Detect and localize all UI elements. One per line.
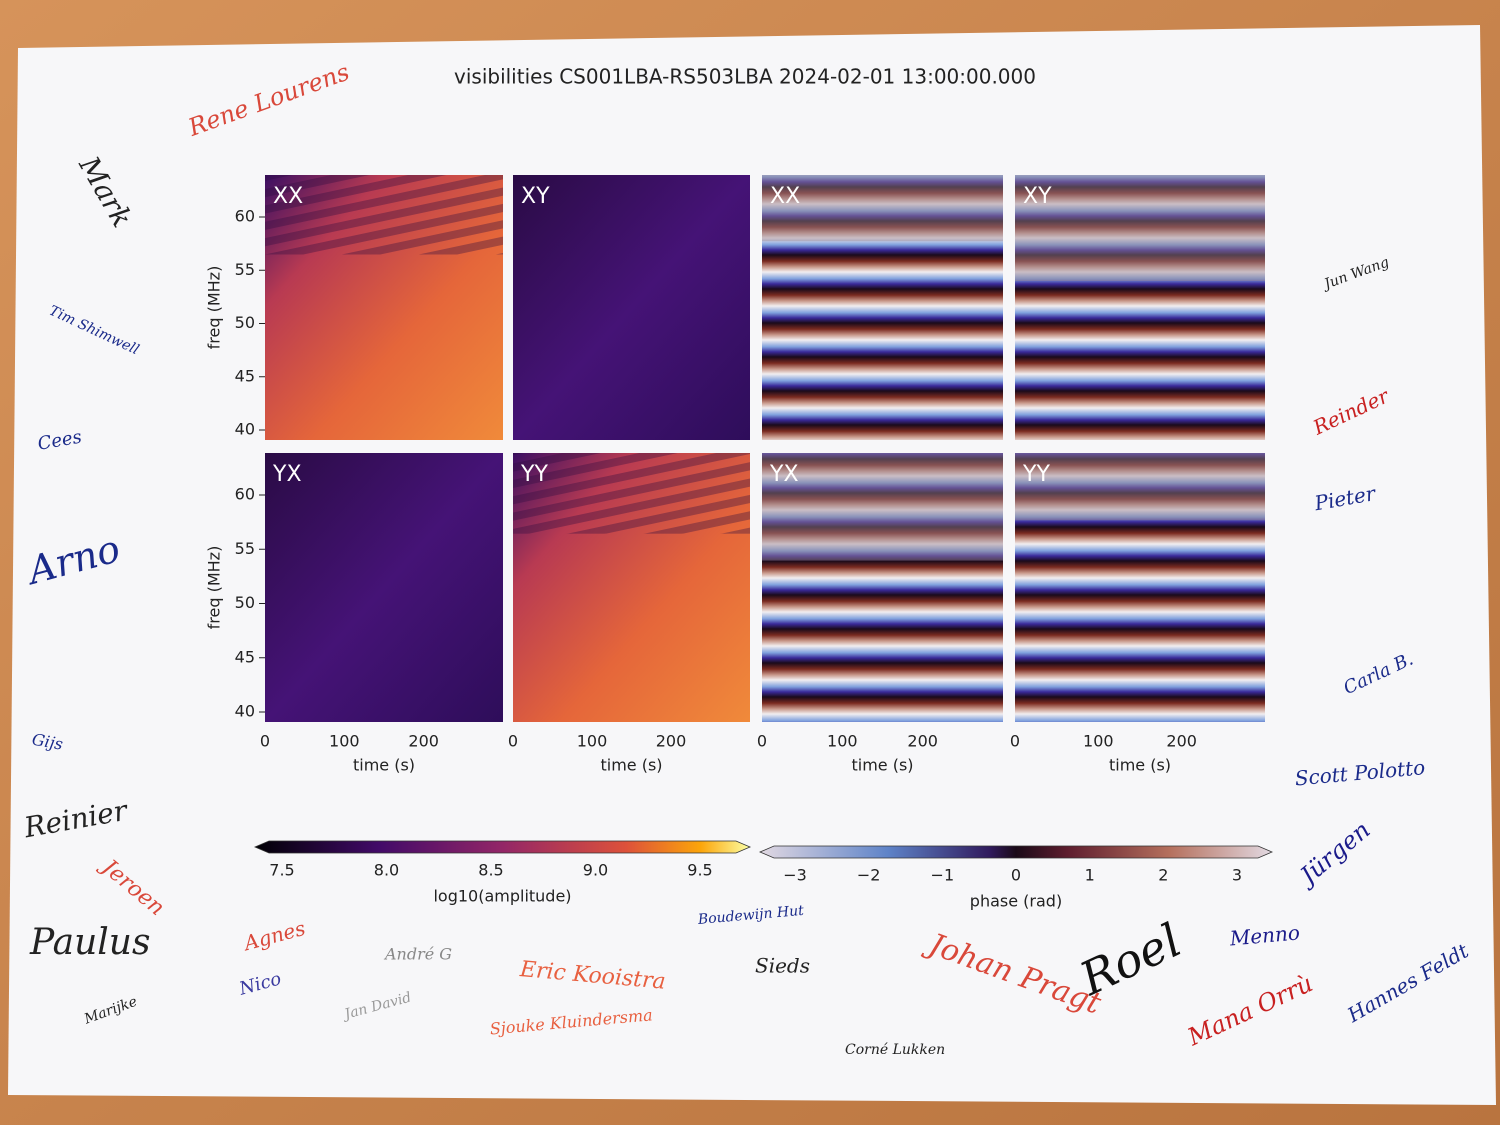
y-tick-label: 55 [235, 260, 255, 279]
panel-label: XY [1023, 184, 1052, 209]
x-tick-label: 0 [757, 732, 767, 751]
colorbar-tick-label: 9.5 [687, 861, 712, 880]
colorbar-label: log10(amplitude) [433, 887, 571, 906]
fringes [513, 453, 750, 534]
colorbar-tick-label: 7.5 [269, 861, 294, 880]
x-tick-label: 100 [329, 732, 360, 751]
x-axis-label: time (s) [353, 756, 415, 775]
colorbar-tick-label: 8.5 [478, 861, 503, 880]
panel-label: YY [520, 462, 548, 487]
panel-label: YX [272, 462, 302, 487]
x-tick-label: 200 [408, 732, 439, 751]
x-tick-label: 0 [260, 732, 270, 751]
phase-panel [1015, 453, 1265, 722]
x-tick-label: 200 [907, 732, 938, 751]
y-tick-label: 60 [235, 207, 255, 226]
title: visibilities CS001LBA-RS503LBA 2024-02-0… [454, 65, 1036, 89]
colorbar-label: phase (rad) [970, 892, 1062, 911]
x-tick-label: 0 [1010, 732, 1020, 751]
colorbar [253, 840, 752, 854]
y-tick-label: 50 [235, 313, 255, 332]
colorbar-tick-label: 9.0 [583, 861, 608, 880]
panel-label: YY [1022, 462, 1050, 487]
noise [1015, 453, 1265, 521]
y-tick-label: 40 [235, 420, 255, 439]
y-tick-label: 60 [235, 485, 255, 504]
y-tick-label: 50 [235, 593, 255, 612]
y-axis-label: freq (MHz) [205, 266, 224, 350]
x-axis-label: time (s) [1109, 756, 1171, 775]
colorbar-tick-label: 2 [1158, 866, 1168, 885]
phase-panel [762, 175, 1003, 440]
panel-label: XX [273, 184, 303, 209]
x-tick-label: 100 [827, 732, 858, 751]
noise [762, 175, 1003, 242]
y-tick-label: 55 [235, 539, 255, 558]
signature: Paulus [29, 922, 150, 963]
colorbar-tick-label: 3 [1232, 866, 1242, 885]
x-axis-label: time (s) [851, 756, 913, 775]
phase-panel [762, 453, 1003, 722]
signature: Corné Lukken [845, 1042, 945, 1058]
colorbar-tick-label: 8.0 [374, 861, 399, 880]
amplitude-panel [513, 175, 750, 440]
y-tick-label: 45 [235, 366, 255, 385]
panel-label: XX [770, 184, 800, 209]
y-tick-label: 40 [235, 702, 255, 721]
y-axis-label: freq (MHz) [205, 546, 224, 630]
x-tick-label: 100 [1083, 732, 1114, 751]
x-tick-label: 100 [577, 732, 608, 751]
signature: André G [383, 945, 452, 964]
noise [1015, 175, 1265, 281]
noise [762, 453, 1003, 561]
colorbar-tick-label: −1 [931, 866, 955, 885]
phase-panel [1015, 175, 1265, 440]
panel-label: YX [769, 462, 799, 487]
x-tick-label: 200 [656, 732, 687, 751]
x-tick-label: 0 [508, 732, 518, 751]
signature: Sieds [755, 954, 810, 978]
plots: XX 40 45 50 55 60 freq (MHz) XY XX XY YX 40 45 50 55 60… [205, 175, 1274, 911]
fringes [265, 175, 503, 255]
colorbar [758, 845, 1274, 859]
y-tick-label: 45 [235, 647, 255, 666]
panel-label: XY [521, 184, 550, 209]
colorbar-tick-label: −3 [783, 866, 807, 885]
colorbar-tick-label: 0 [1011, 866, 1021, 885]
colorbar-tick-label: 1 [1085, 866, 1095, 885]
colorbar-tick-label: −2 [857, 866, 881, 885]
amplitude-panel [265, 453, 503, 722]
x-tick-label: 200 [1166, 732, 1197, 751]
x-axis-label: time (s) [600, 756, 662, 775]
